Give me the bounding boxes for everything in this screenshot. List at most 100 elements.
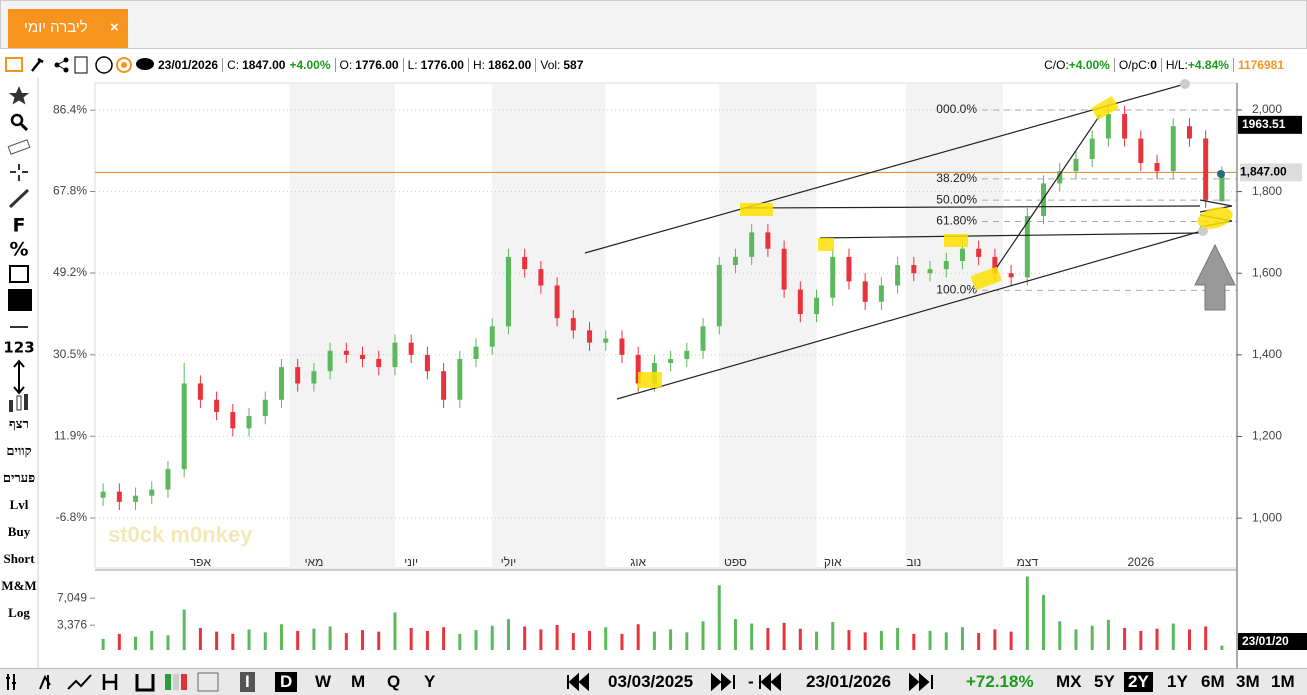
y2-tick-label: -6.8%	[56, 510, 88, 524]
volume-bar	[766, 627, 770, 650]
volume-bar	[896, 627, 900, 650]
x-tick-label: 2026	[1127, 555, 1154, 569]
candle-body	[278, 367, 284, 400]
up-arrow	[1194, 243, 1236, 311]
volume-bar	[117, 633, 121, 650]
candle-body	[1041, 183, 1047, 217]
toolbar-item[interactable]: Log	[8, 605, 30, 620]
volume-bar	[847, 630, 851, 650]
toolbar-item[interactable]: Buy	[8, 524, 31, 539]
cursor-price-box	[1238, 115, 1302, 134]
candle-body	[165, 469, 171, 490]
candle-body	[846, 256, 852, 282]
range-button[interactable]: 2Y	[1124, 672, 1153, 692]
volume-bar	[1187, 629, 1191, 650]
volume-bar	[215, 631, 219, 650]
last-price-label: 1,847.00	[1240, 165, 1287, 179]
volume-bar	[831, 622, 835, 650]
volume-bar	[166, 635, 170, 650]
y2-tick-label: 67.8%	[53, 184, 87, 198]
range-button[interactable]: 5Y	[1094, 672, 1115, 691]
range-button[interactable]: 3M	[1236, 672, 1260, 691]
period-button[interactable]: I	[240, 672, 255, 692]
candle-body	[716, 265, 722, 327]
candle-body	[408, 342, 414, 355]
volume-bar	[798, 628, 802, 650]
toolbar-item[interactable]: פערים	[3, 470, 35, 485]
candle-body	[457, 358, 463, 400]
toolbar-item[interactable]: Lvl	[10, 497, 29, 512]
info-value: 587	[563, 58, 584, 72]
candle-body	[830, 256, 836, 298]
toolbar-item[interactable]: M&M	[1, 578, 36, 593]
toolbar-item[interactable]: F	[13, 215, 26, 237]
volume-bar	[588, 630, 592, 650]
candle-body	[311, 371, 317, 384]
date: 23/01/2026	[158, 58, 219, 72]
volume-bar	[134, 636, 138, 650]
candle-body	[1138, 138, 1144, 164]
volume-bar	[944, 632, 948, 650]
highlights	[638, 95, 1233, 388]
info-row: 23/01/2026 C: 1847.00 +4.00% O: 1776.00 L: 1776…	[0, 55, 1300, 75]
candle-body	[360, 354, 366, 359]
volume-bar	[409, 627, 413, 650]
fib-label: 000.0%	[936, 102, 977, 116]
nav-arrows[interactable]	[707, 669, 743, 695]
date-box	[1238, 633, 1307, 650]
candle-body	[765, 232, 771, 249]
tab[interactable]: ליברה יומי ×	[8, 9, 128, 48]
info-value: +4.84%	[1187, 58, 1229, 72]
range-button[interactable]: 6M	[1201, 672, 1225, 691]
candle-body	[505, 256, 511, 327]
info-item: O: 1776.00	[334, 58, 403, 72]
chart: 000.0% 38.20% 50.00% 61.80% 100.0% F% 123 רצף ק…	[1, 78, 1307, 668]
range-button[interactable]: 1M	[1271, 672, 1295, 691]
nav-arrows[interactable]	[905, 669, 941, 695]
toolbar-item[interactable]: קווים	[6, 443, 31, 458]
candle-body	[197, 383, 203, 400]
nav-arrows[interactable]	[565, 669, 601, 695]
volume-tick-label: 7,049	[57, 590, 87, 604]
candle-body	[570, 318, 576, 331]
candle-body	[295, 367, 301, 384]
nav-arrows[interactable]	[757, 669, 793, 695]
volume-bar	[750, 623, 754, 650]
info-label: C/O:	[1044, 58, 1069, 72]
candle-body	[1154, 163, 1160, 172]
period-button[interactable]: W	[315, 672, 332, 691]
volume-bar	[296, 630, 300, 650]
toolbar-item[interactable]: רצף	[9, 416, 29, 431]
candle-body	[732, 256, 738, 266]
range-button[interactable]: MX	[1056, 672, 1082, 691]
watermark: st0ck m0nkey	[108, 522, 253, 547]
volume-bar	[912, 633, 916, 650]
volume-bar	[733, 619, 737, 650]
period-button[interactable]: Y	[424, 672, 436, 691]
volume-bar	[620, 633, 624, 650]
tab-close[interactable]: ×	[110, 19, 119, 36]
range-change: +72.18%	[966, 672, 1034, 691]
period-button[interactable]: D	[275, 672, 298, 692]
toolbar-item[interactable]: Short	[3, 551, 35, 566]
candle-body	[554, 285, 560, 319]
volume-bar	[1025, 576, 1029, 650]
info-item: C/O:+4.00%	[1040, 58, 1114, 72]
period-button[interactable]: Q	[387, 672, 401, 691]
volume-bar	[993, 629, 997, 650]
cursor-price-label: 1963.51	[1242, 117, 1286, 131]
candle-body	[781, 248, 787, 290]
toolbar-item[interactable]: 123	[3, 339, 34, 357]
info-value: +4.00%	[1068, 58, 1110, 72]
candle-body	[262, 399, 268, 417]
info-change: +4.00%	[289, 58, 331, 72]
volume-bar	[247, 629, 251, 650]
volume-bar	[1009, 631, 1013, 650]
toolbar-item[interactable]: %	[9, 239, 28, 261]
volume-bar	[279, 624, 283, 650]
range-button[interactable]: 1Y	[1167, 672, 1188, 691]
volume-bar	[344, 633, 348, 650]
period-button[interactable]: M	[351, 672, 366, 691]
volume-bar	[701, 621, 705, 650]
volume-bar	[263, 632, 267, 650]
